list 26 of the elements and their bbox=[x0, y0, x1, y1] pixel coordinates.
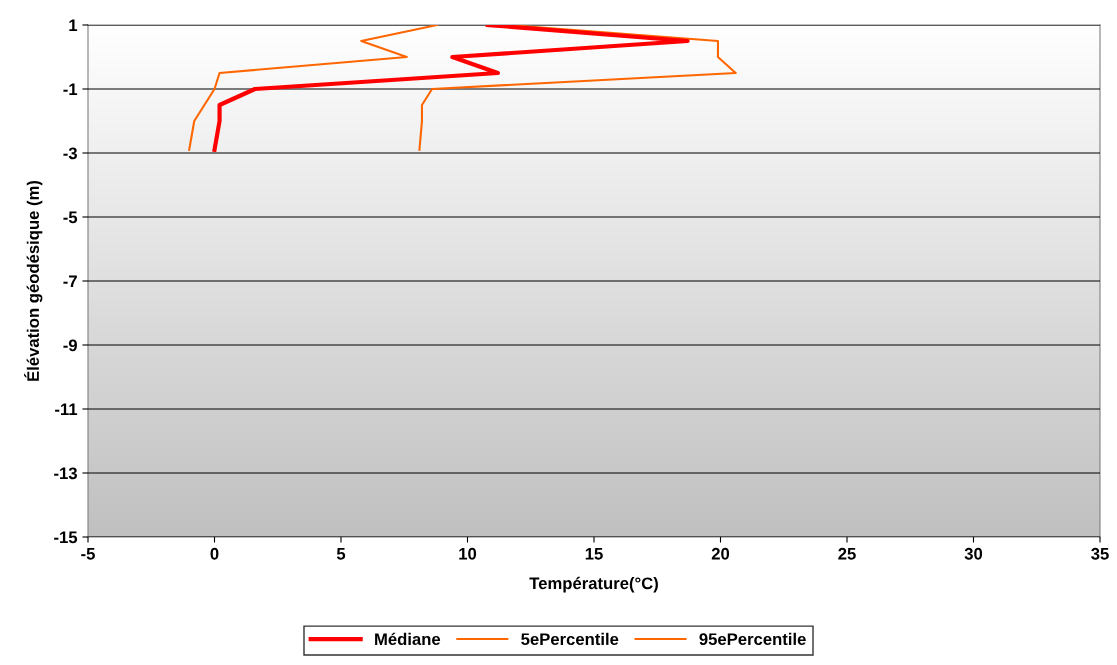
legend-label: 5ePercentile bbox=[521, 632, 619, 646]
y-tick-label: -9 bbox=[63, 339, 77, 352]
y-tick-label: -3 bbox=[63, 147, 77, 160]
y-tick-label: -15 bbox=[54, 531, 78, 544]
x-tick-label: 15 bbox=[585, 548, 603, 560]
x-tick-label: 0 bbox=[210, 547, 219, 560]
line-series bbox=[212, 25, 690, 152]
legend-label: 95ePercentile bbox=[699, 632, 806, 646]
legend-label: Médiane bbox=[375, 632, 441, 646]
y-tick-label: -5 bbox=[63, 211, 78, 224]
x-tick-label: 25 bbox=[838, 547, 856, 560]
y-tick-label: -11 bbox=[55, 403, 78, 416]
line-series bbox=[188, 25, 439, 151]
y-tick-label: 1 bbox=[69, 19, 78, 32]
x-tick-label: 30 bbox=[964, 547, 983, 560]
x-tick-label: 10 bbox=[459, 547, 477, 560]
x-tick-label: 5 bbox=[336, 548, 346, 560]
y-tick-label: -13 bbox=[54, 467, 77, 480]
x-tick-label: 20 bbox=[711, 547, 730, 560]
line-series bbox=[418, 25, 737, 151]
x-axis-title: Température(°C) bbox=[529, 576, 658, 593]
y-tick-label: -1 bbox=[63, 83, 78, 96]
y-axis-title: Élévation géodésique (m) bbox=[24, 180, 43, 381]
x-tick-label: -5 bbox=[81, 548, 95, 560]
x-tick-label: 35 bbox=[1091, 547, 1109, 560]
y-tick-label: -7 bbox=[63, 275, 77, 288]
